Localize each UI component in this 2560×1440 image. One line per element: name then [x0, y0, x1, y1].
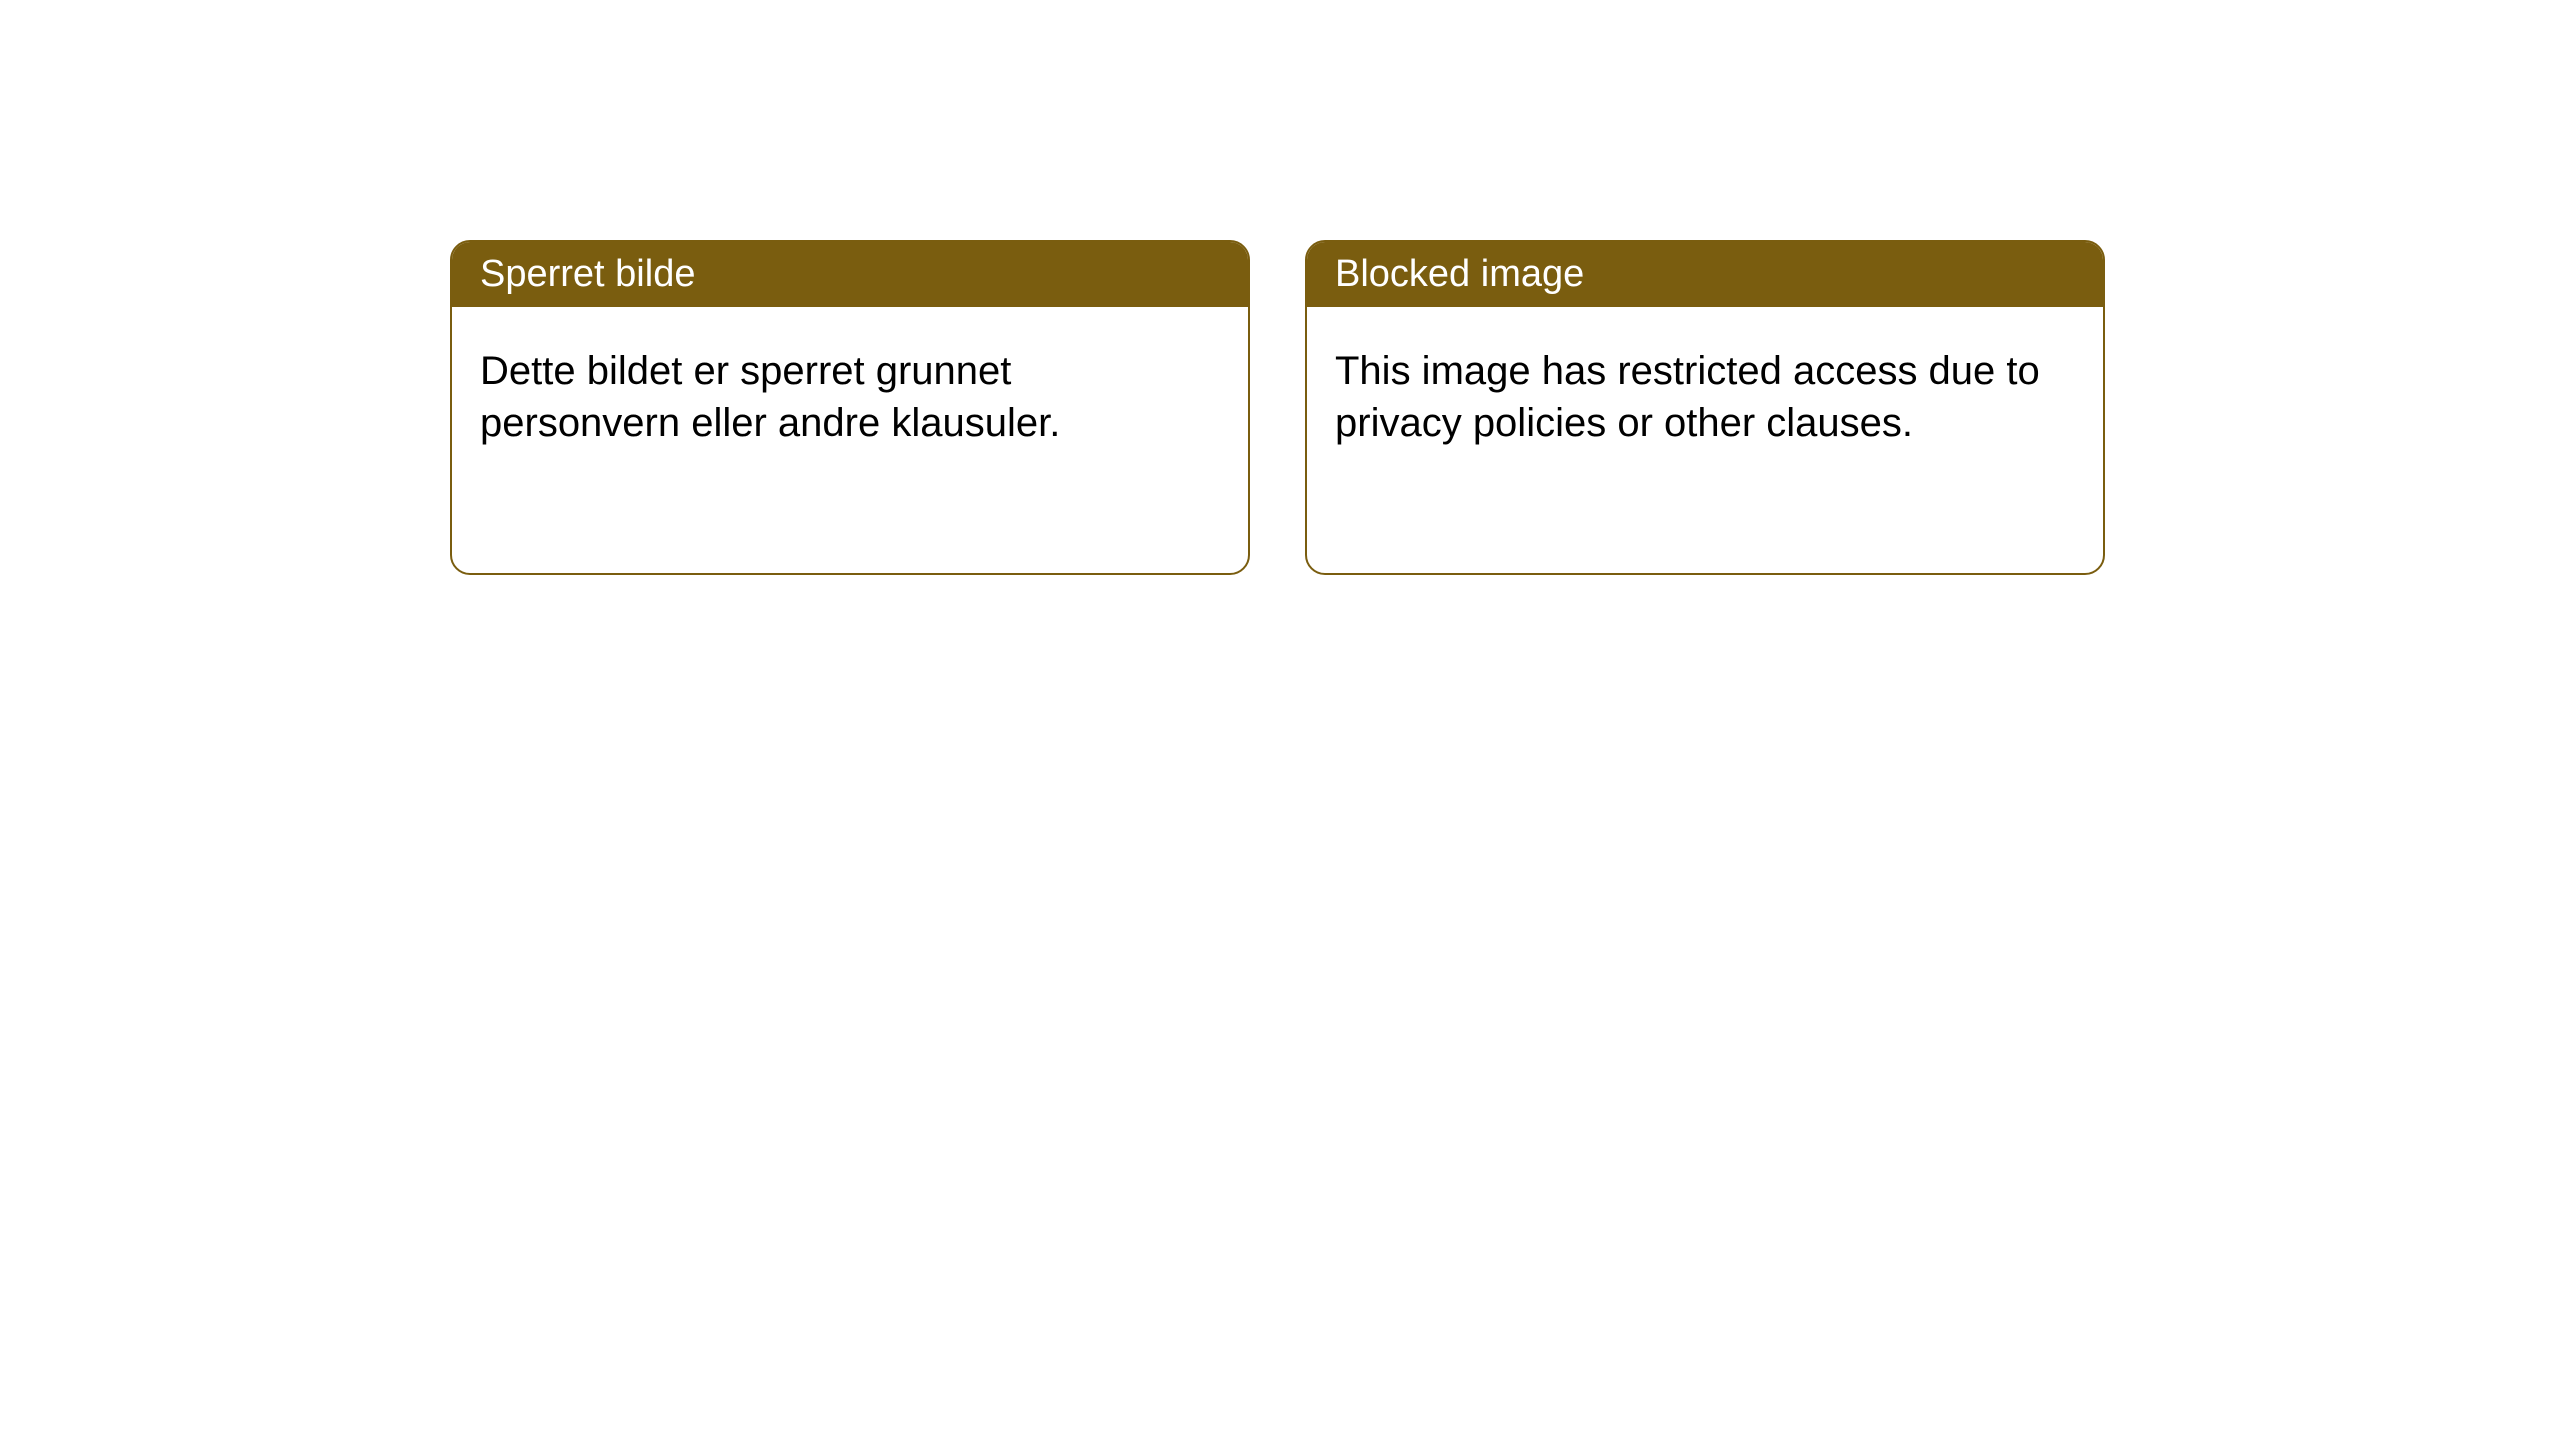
card-body-norwegian: Dette bildet er sperret grunnet personve…: [452, 307, 1248, 487]
blocked-image-card-english: Blocked image This image has restricted …: [1305, 240, 2105, 575]
card-body-english: This image has restricted access due to …: [1307, 307, 2103, 487]
card-header-norwegian: Sperret bilde: [452, 242, 1248, 307]
card-title-english: Blocked image: [1335, 253, 1584, 295]
blocked-image-card-norwegian: Sperret bilde Dette bildet er sperret gr…: [450, 240, 1250, 575]
card-message-norwegian: Dette bildet er sperret grunnet personve…: [480, 349, 1060, 445]
card-header-english: Blocked image: [1307, 242, 2103, 307]
blocked-image-notices: Sperret bilde Dette bildet er sperret gr…: [0, 0, 2560, 575]
card-message-english: This image has restricted access due to …: [1335, 349, 2040, 445]
card-title-norwegian: Sperret bilde: [480, 253, 695, 295]
